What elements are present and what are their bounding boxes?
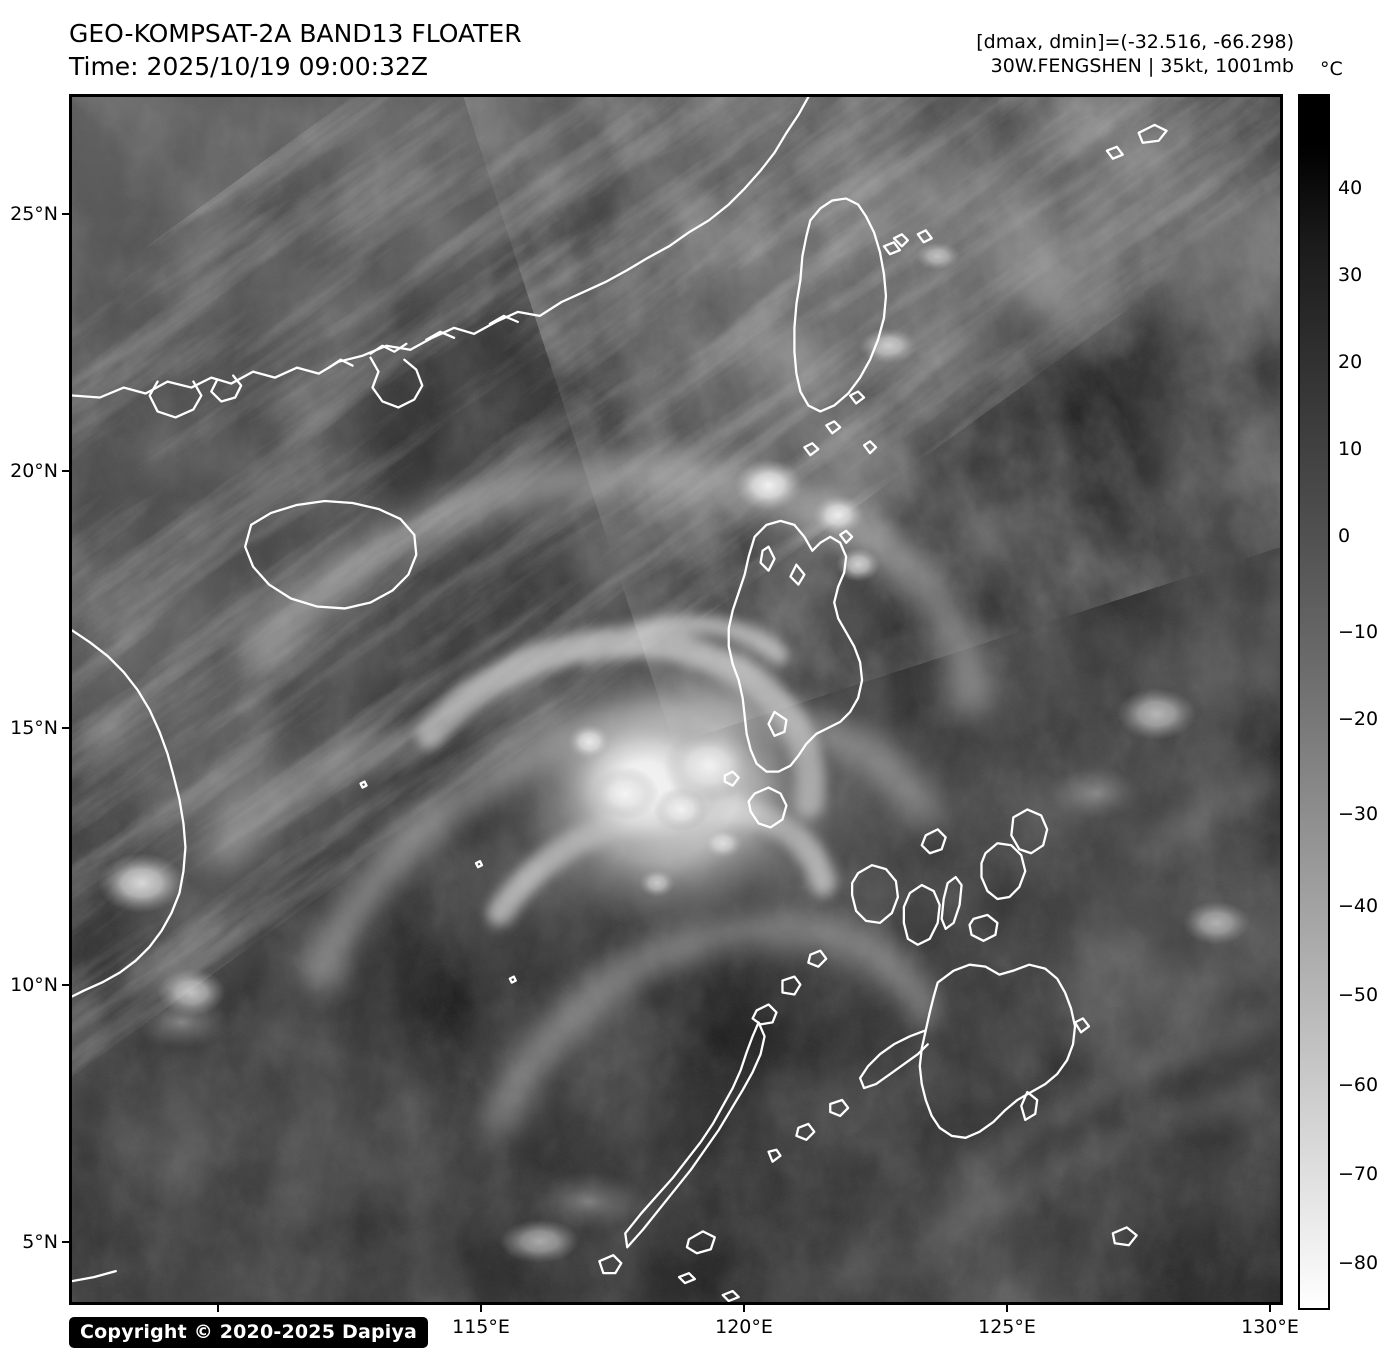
timestamp-label: Time: 2025/10/19 09:00:32Z [69,51,428,81]
colorbar-tick-6: −20 [1338,708,1379,730]
colorbar-tick-2: 20 [1338,351,1363,373]
colorbar-tick-1: 30 [1338,264,1363,286]
y-tick-label-3: 10°N [10,974,58,996]
x-tick-label-3: 125°E [978,1316,1036,1338]
x-tick-mark [480,1305,482,1312]
y-tick-label-2: 15°N [10,717,58,739]
x-tick-label-4: 130°E [1241,1316,1299,1338]
page-title: GEO-KOMPSAT-2A BAND13 FLOATER [69,19,522,48]
colorbar-tick-5: −10 [1338,621,1379,643]
y-tick-label-0: 25°N [10,203,58,225]
copyright-watermark: Copyright © 2020-2025 Dapiya [69,1317,429,1348]
dminmax-label: [dmax, dmin]=(-32.516, -66.298) [976,31,1294,53]
colorbar-tick-7: −30 [1338,803,1379,825]
x-tick-label-1: 115°E [452,1316,510,1338]
x-tick-label-2: 120°E [715,1316,773,1338]
y-tick-label-1: 20°N [10,460,58,482]
y-tick-mark [62,1241,69,1243]
colorbar-tick-0: 40 [1338,177,1363,199]
y-tick-mark [62,470,69,472]
coastline-overlay [72,97,1168,1302]
colorbar-tick-10: −60 [1338,1074,1379,1096]
colorbar-tick-4: 0 [1338,525,1351,547]
x-tick-mark [743,1305,745,1312]
colorbar-tick-8: −40 [1338,895,1379,917]
satellite-image-plot[interactable] [69,94,1283,1305]
y-tick-mark [62,984,69,986]
colorbar-unit-label: °C [1320,58,1343,80]
colorbar-tick-3: 10 [1338,438,1363,460]
colorbar-tick-9: −50 [1338,984,1379,1006]
colorbar[interactable] [1298,94,1330,1310]
storm-info-label: 30W.FENGSHEN | 35kt, 1001mb [990,55,1294,78]
x-tick-mark [1006,1305,1008,1312]
metadata-block: [dmax, dmin]=(-32.516, -66.298) 30W.FENG… [976,30,1294,79]
y-tick-label-4: 5°N [22,1231,58,1253]
x-tick-mark [217,1305,219,1312]
x-tick-mark [1269,1305,1271,1312]
y-tick-mark [62,213,69,215]
colorbar-tick-11: −70 [1338,1163,1379,1185]
satellite-imagery [72,97,1280,1302]
colorbar-tick-12: −80 [1338,1252,1379,1274]
y-tick-mark [62,727,69,729]
title-block: GEO-KOMPSAT-2A BAND13 FLOATER Time: 2025… [69,18,522,83]
